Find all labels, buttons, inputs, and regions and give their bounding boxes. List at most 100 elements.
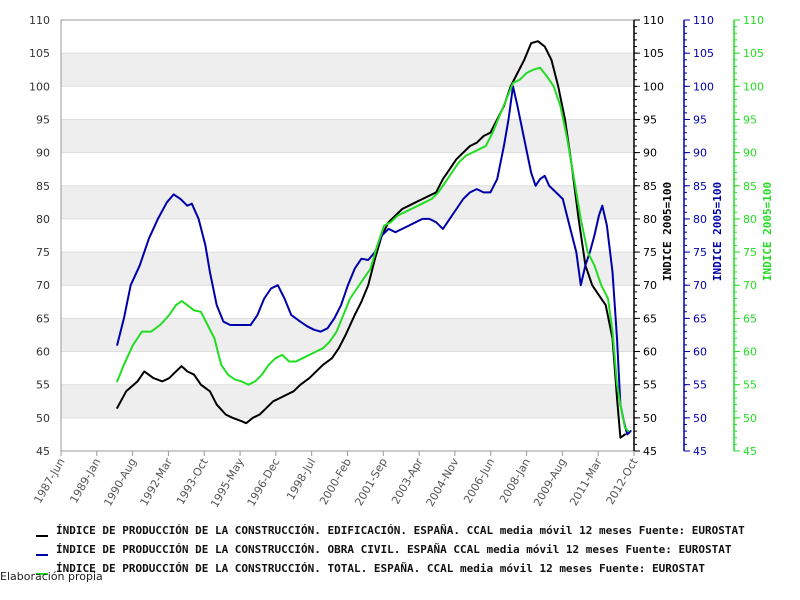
right-axis-tick-label: 85	[693, 180, 707, 193]
right-axis-tick-label: 65	[643, 312, 657, 325]
x-tick-label: 1989-Jan	[67, 456, 103, 505]
right-axis-tick-label: 50	[643, 412, 657, 425]
right-axis-tick-label: 100	[693, 80, 714, 93]
right-axis-tick-label: 65	[743, 312, 757, 325]
y-tick-label: 95	[36, 113, 50, 126]
right-axis-tick-label: 45	[643, 445, 657, 458]
legend-swatch-total	[36, 573, 48, 575]
series-line-edificacion	[116, 40, 626, 439]
grid-band	[61, 285, 634, 319]
x-tick-label: 2001-Sep	[352, 456, 390, 508]
right-axis-tick-label: 105	[643, 47, 664, 60]
legend-swatch-edificacion	[36, 535, 48, 537]
right-axis-tick-label: 70	[643, 279, 657, 292]
grid-band	[61, 86, 634, 120]
y-tick-label: 110	[29, 14, 50, 27]
grid-band	[61, 218, 634, 253]
right-axis-tick-label: 80	[693, 213, 707, 226]
y-tick-label: 75	[36, 246, 50, 259]
x-tick-label: 2008-Jan	[497, 456, 533, 505]
right-axis-tick-label: 80	[643, 213, 657, 226]
right-axis-tick-label: 80	[743, 213, 757, 226]
x-tick-label: 1990-Aug	[101, 456, 139, 509]
x-tick-label: 1993-Oct	[174, 455, 211, 507]
y-tick-label: 80	[36, 213, 50, 226]
y-tick-label: 50	[36, 412, 50, 425]
legend-label-obra-civil: ÍNDICE DE PRODUCCIÓN DE LA CONSTRUCCIÓN.…	[56, 543, 732, 556]
right-axis-tick-label: 110	[643, 14, 664, 27]
series-line-total	[116, 66, 630, 433]
right-axis-tick-label: 100	[743, 80, 764, 93]
right-axis-tick-label: 95	[693, 113, 707, 126]
y-tick-label: 85	[36, 180, 50, 193]
y-tick-label: 65	[36, 312, 50, 325]
grid-band	[61, 53, 634, 87]
grid-band	[61, 20, 634, 54]
right-axis-tick-label: 55	[693, 379, 707, 392]
right-axis-tick-label: 105	[693, 47, 714, 60]
right-axis-tick-label: 55	[743, 379, 757, 392]
right-axis-tick-label: 75	[693, 246, 707, 259]
x-tick-label: 2003-Apr	[389, 456, 426, 507]
x-tick-label: 2004-Nov	[424, 456, 462, 509]
right-axis-title: INDICE 2005=100	[711, 182, 724, 281]
grid-band	[61, 119, 634, 153]
x-tick-label: 2006-Jun	[461, 456, 497, 506]
right-axis-tick-label: 95	[643, 113, 657, 126]
line-chart: 45 50 55 60 65 70 75 80 85 90 95 100 105 110 45 50 55 60 6…	[29, 14, 774, 510]
right-axis-tick-label: 55	[643, 379, 657, 392]
right-axis-tick-label: 85	[743, 180, 757, 193]
right-axis-tick-label: 90	[693, 147, 707, 160]
x-tick-label: 1996-Dec	[245, 456, 283, 509]
right-axis-tick-label: 90	[643, 147, 657, 160]
right-axis-tick-label: 65	[693, 312, 707, 325]
y-tick-label: 90	[36, 147, 50, 160]
y-tick-label: 55	[36, 379, 50, 392]
x-tick-label: 1987-Jun	[31, 456, 67, 506]
legend-label-total: ÍNDICE DE PRODUCCIÓN DE LA CONSTRUCCIÓN.…	[56, 562, 706, 575]
grid-band	[61, 351, 634, 385]
right-axis-tick-label: 60	[643, 346, 657, 359]
grid-band	[61, 252, 634, 286]
right-axis-tick-label: 75	[743, 246, 757, 259]
right-axis-tick-label: 105	[743, 47, 764, 60]
legend-swatch-obra-civil	[36, 554, 48, 556]
right-axis-title: INDICE 2005=100	[761, 182, 774, 281]
right-axis-tick-label: 60	[743, 346, 757, 359]
x-tick-label: 1992-Mar	[137, 456, 175, 509]
right-axis-tick-label: 50	[693, 412, 707, 425]
right-axis-tick-label: 75	[643, 246, 657, 259]
series-line-obra-civil	[116, 85, 632, 436]
y-tick-label: 105	[29, 47, 50, 60]
y-tick-label: 100	[29, 80, 50, 93]
y-tick-label: 45	[36, 445, 50, 458]
x-tick-label: 2011-Mar	[567, 456, 605, 509]
right-axis-title: INDICE 2005=100	[661, 182, 674, 281]
right-axis-tick-label: 70	[743, 279, 757, 292]
x-tick-label: 2009-Aug	[531, 456, 569, 509]
right-axis-tick-label: 70	[693, 279, 707, 292]
right-axis-tick-label: 110	[693, 14, 714, 27]
x-tick-label: 2012-Oct	[604, 455, 641, 507]
right-axis-tick-label: 45	[743, 445, 757, 458]
legend-label-edificacion: ÍNDICE DE PRODUCCIÓN DE LA CONSTRUCCIÓN.…	[56, 524, 745, 537]
right-axis-tick-label: 100	[643, 80, 664, 93]
right-axis-tick-label: 95	[743, 113, 757, 126]
grid-band	[61, 417, 634, 451]
y-tick-label: 70	[36, 279, 50, 292]
y-tick-label: 60	[36, 346, 50, 359]
grid-band	[61, 318, 634, 352]
grid-band	[61, 152, 634, 186]
right-axis-tick-label: 110	[743, 14, 764, 27]
source-note: Elaboración propia	[0, 570, 103, 583]
x-tick-label: 1995-May	[208, 456, 247, 510]
x-tick-label: 1998-Jul	[284, 456, 318, 502]
right-axis-tick-label: 85	[643, 180, 657, 193]
right-axis-tick-label: 60	[693, 346, 707, 359]
x-tick-label: 2000-Feb	[317, 456, 354, 507]
right-axis-tick-label: 50	[743, 412, 757, 425]
right-axis-tick-label: 45	[693, 445, 707, 458]
right-axis-tick-label: 90	[743, 147, 757, 160]
grid-band	[61, 185, 634, 219]
grid-band	[61, 384, 634, 418]
